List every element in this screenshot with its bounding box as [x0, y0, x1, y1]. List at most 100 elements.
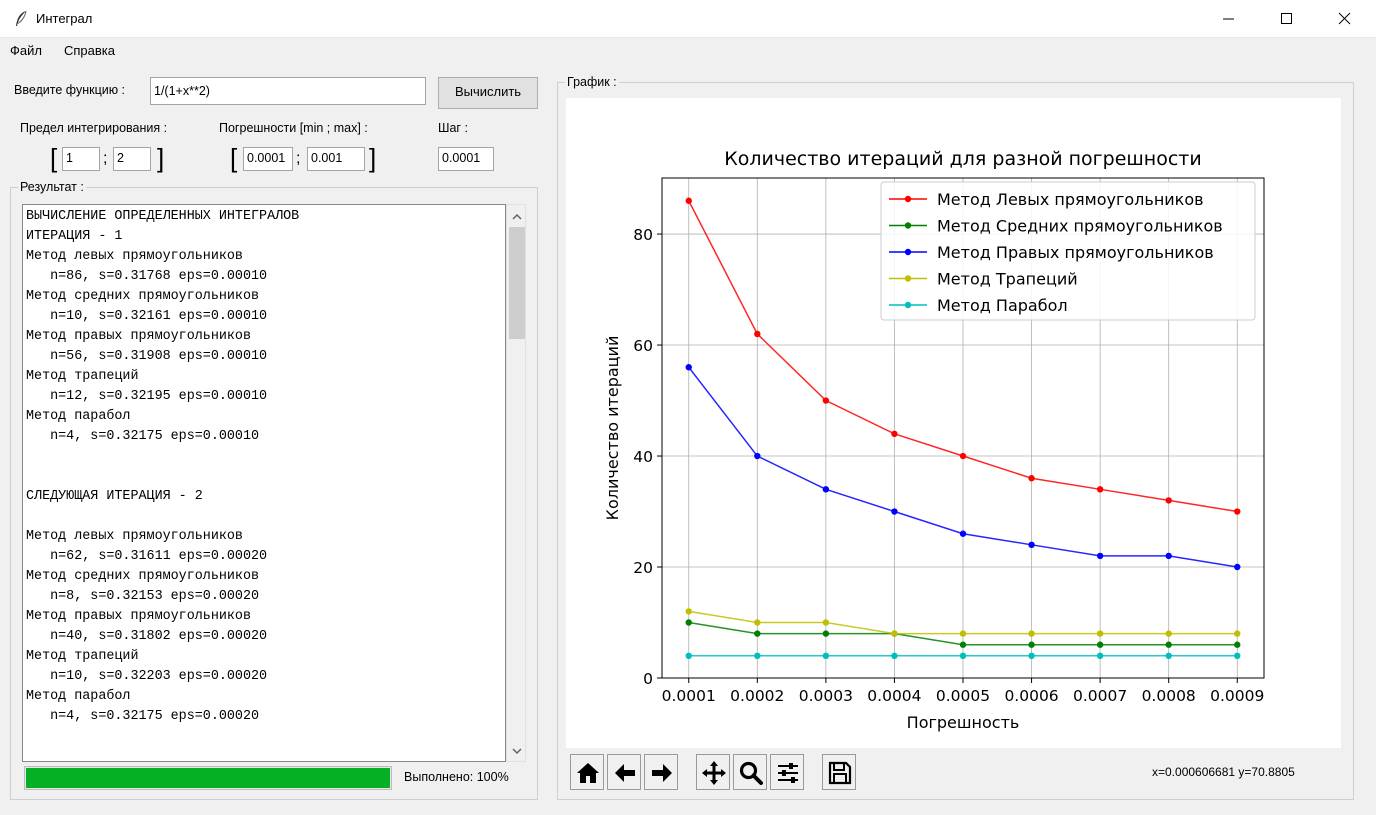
result-line: Метод правых прямоугольников [26, 329, 251, 344]
forward-arrow-icon [652, 764, 672, 782]
iterations-chart[interactable]: 0.0001 0.0002 0.0003 0.0004 0.0005 0.0006 0.00… [566, 98, 1341, 748]
result-line: n=4, s=0.32175 eps=0.00020 [26, 709, 260, 724]
limit-max-input[interactable]: 2 [113, 147, 151, 171]
function-input[interactable]: 1/(1+x**2) [150, 77, 426, 105]
legend-entry: Метод Левых прямоугольников [937, 190, 1204, 209]
step-input[interactable]: 0.0001 [438, 147, 494, 171]
scroll-thumb[interactable] [509, 227, 525, 339]
limits-bracket-open: [ [50, 143, 58, 173]
scroll-up-icon[interactable] [507, 207, 527, 227]
data-point [959, 652, 967, 660]
data-point [891, 652, 898, 660]
result-line: n=12, s=0.32195 eps=0.00010 [26, 389, 268, 404]
zoom-button[interactable] [733, 754, 767, 790]
home-icon [577, 763, 599, 783]
pan-icon [702, 761, 726, 785]
save-button[interactable] [822, 754, 856, 790]
data-point [891, 630, 898, 637]
data-point [754, 330, 761, 338]
x-tick-label: 0.0003 [799, 687, 853, 705]
data-point [1234, 508, 1241, 515]
data-point [685, 197, 692, 204]
data-point [1096, 486, 1104, 493]
result-scrollbar[interactable] [506, 204, 526, 762]
data-point [685, 619, 692, 626]
x-tick-label: 0.0005 [936, 687, 990, 705]
title-bar: Интеграл [0, 0, 1376, 38]
configure-button[interactable] [770, 754, 804, 790]
step-label: Шаг : [438, 121, 468, 135]
data-point [822, 619, 830, 626]
errors-label: Погрешности [min ; max] : [219, 121, 368, 135]
data-point [1096, 630, 1104, 637]
legend-entry: Метод Трапеций [937, 270, 1078, 289]
result-line: n=56, s=0.31908 eps=0.00010 [26, 349, 268, 364]
close-icon [1338, 12, 1351, 25]
x-tick-label: 0.0009 [1210, 687, 1264, 705]
data-point [959, 530, 967, 537]
minimize-button[interactable] [1200, 0, 1258, 38]
x-tick-label: 0.0001 [662, 687, 716, 705]
data-point [822, 652, 830, 660]
data-point [1028, 630, 1035, 637]
legend-marker [904, 275, 912, 282]
pan-button[interactable] [696, 754, 730, 790]
data-point [1234, 630, 1241, 637]
data-point [1028, 652, 1035, 660]
limit-min-input[interactable]: 1 [62, 147, 100, 171]
errors-separator: ; [296, 150, 301, 167]
result-label: Результат : [18, 180, 86, 194]
data-point [685, 608, 692, 615]
result-group [10, 187, 538, 800]
legend-entry: Метод Средних прямоугольников [937, 217, 1223, 236]
result-line: n=4, s=0.32175 eps=0.00010 [26, 429, 260, 444]
data-point [959, 452, 967, 460]
result-line: n=10, s=0.32203 eps=0.00020 [26, 669, 268, 684]
legend-marker [904, 222, 912, 229]
error-max-input[interactable]: 0.001 [307, 147, 365, 171]
result-line: Метод парабол [26, 689, 131, 704]
menu-file[interactable]: Файл [10, 43, 42, 58]
limits-label: Предел интегрирования : [20, 121, 168, 135]
back-arrow-icon [615, 764, 635, 782]
legend-entry: Метод Парабол [937, 296, 1068, 315]
calculate-button[interactable]: Вычислить [438, 77, 538, 109]
x-tick-label: 0.0007 [1073, 687, 1127, 705]
close-button[interactable] [1316, 0, 1374, 38]
data-point [959, 630, 967, 637]
progress-fill [26, 768, 390, 788]
result-line: Метод левых прямоугольников [26, 249, 243, 264]
x-axis-label: Погрешность [907, 713, 1020, 732]
result-line: Метод левых прямоугольников [26, 529, 243, 544]
data-point [1096, 641, 1104, 648]
back-button[interactable] [607, 754, 641, 790]
data-point [1028, 641, 1035, 648]
y-axis-label: Количество итераций [603, 336, 622, 521]
limits-separator: ; [103, 150, 108, 167]
error-min-input[interactable]: 0.0001 [243, 147, 293, 171]
result-textbox[interactable]: ВЫЧИСЛЕНИЕ ОПРЕДЕЛЕННЫХ ИНТЕГРАЛОВ ИТЕРАЦ… [22, 204, 506, 762]
x-tick-label: 0.0006 [1004, 687, 1058, 705]
data-point [959, 641, 967, 648]
errors-bracket-close: ] [369, 143, 377, 173]
plot-canvas[interactable]: 0.0001 0.0002 0.0003 0.0004 0.0005 0.0006 0.00… [566, 98, 1341, 748]
result-line: n=8, s=0.32153 eps=0.00020 [26, 589, 260, 604]
data-point [1165, 552, 1172, 560]
menu-help[interactable]: Справка [64, 43, 115, 58]
home-button[interactable] [570, 754, 604, 790]
data-point [754, 630, 761, 637]
scroll-down-icon[interactable] [507, 741, 527, 761]
result-line: Метод трапеций [26, 649, 139, 664]
data-point [1234, 652, 1241, 660]
progress-bar [24, 766, 392, 790]
maximize-button[interactable] [1258, 0, 1316, 38]
feather-icon [16, 10, 27, 26]
y-tick-label: 0 [643, 670, 653, 688]
result-line: n=62, s=0.31611 eps=0.00020 [26, 549, 268, 564]
forward-button[interactable] [644, 754, 678, 790]
data-point [822, 630, 830, 637]
result-line: n=10, s=0.32161 eps=0.00010 [26, 309, 268, 324]
cursor-coordinates: x=0.000606681 y=70.8805 [1152, 765, 1295, 779]
legend-entry: Метод Правых прямоугольников [937, 243, 1214, 262]
data-point [1234, 563, 1241, 571]
